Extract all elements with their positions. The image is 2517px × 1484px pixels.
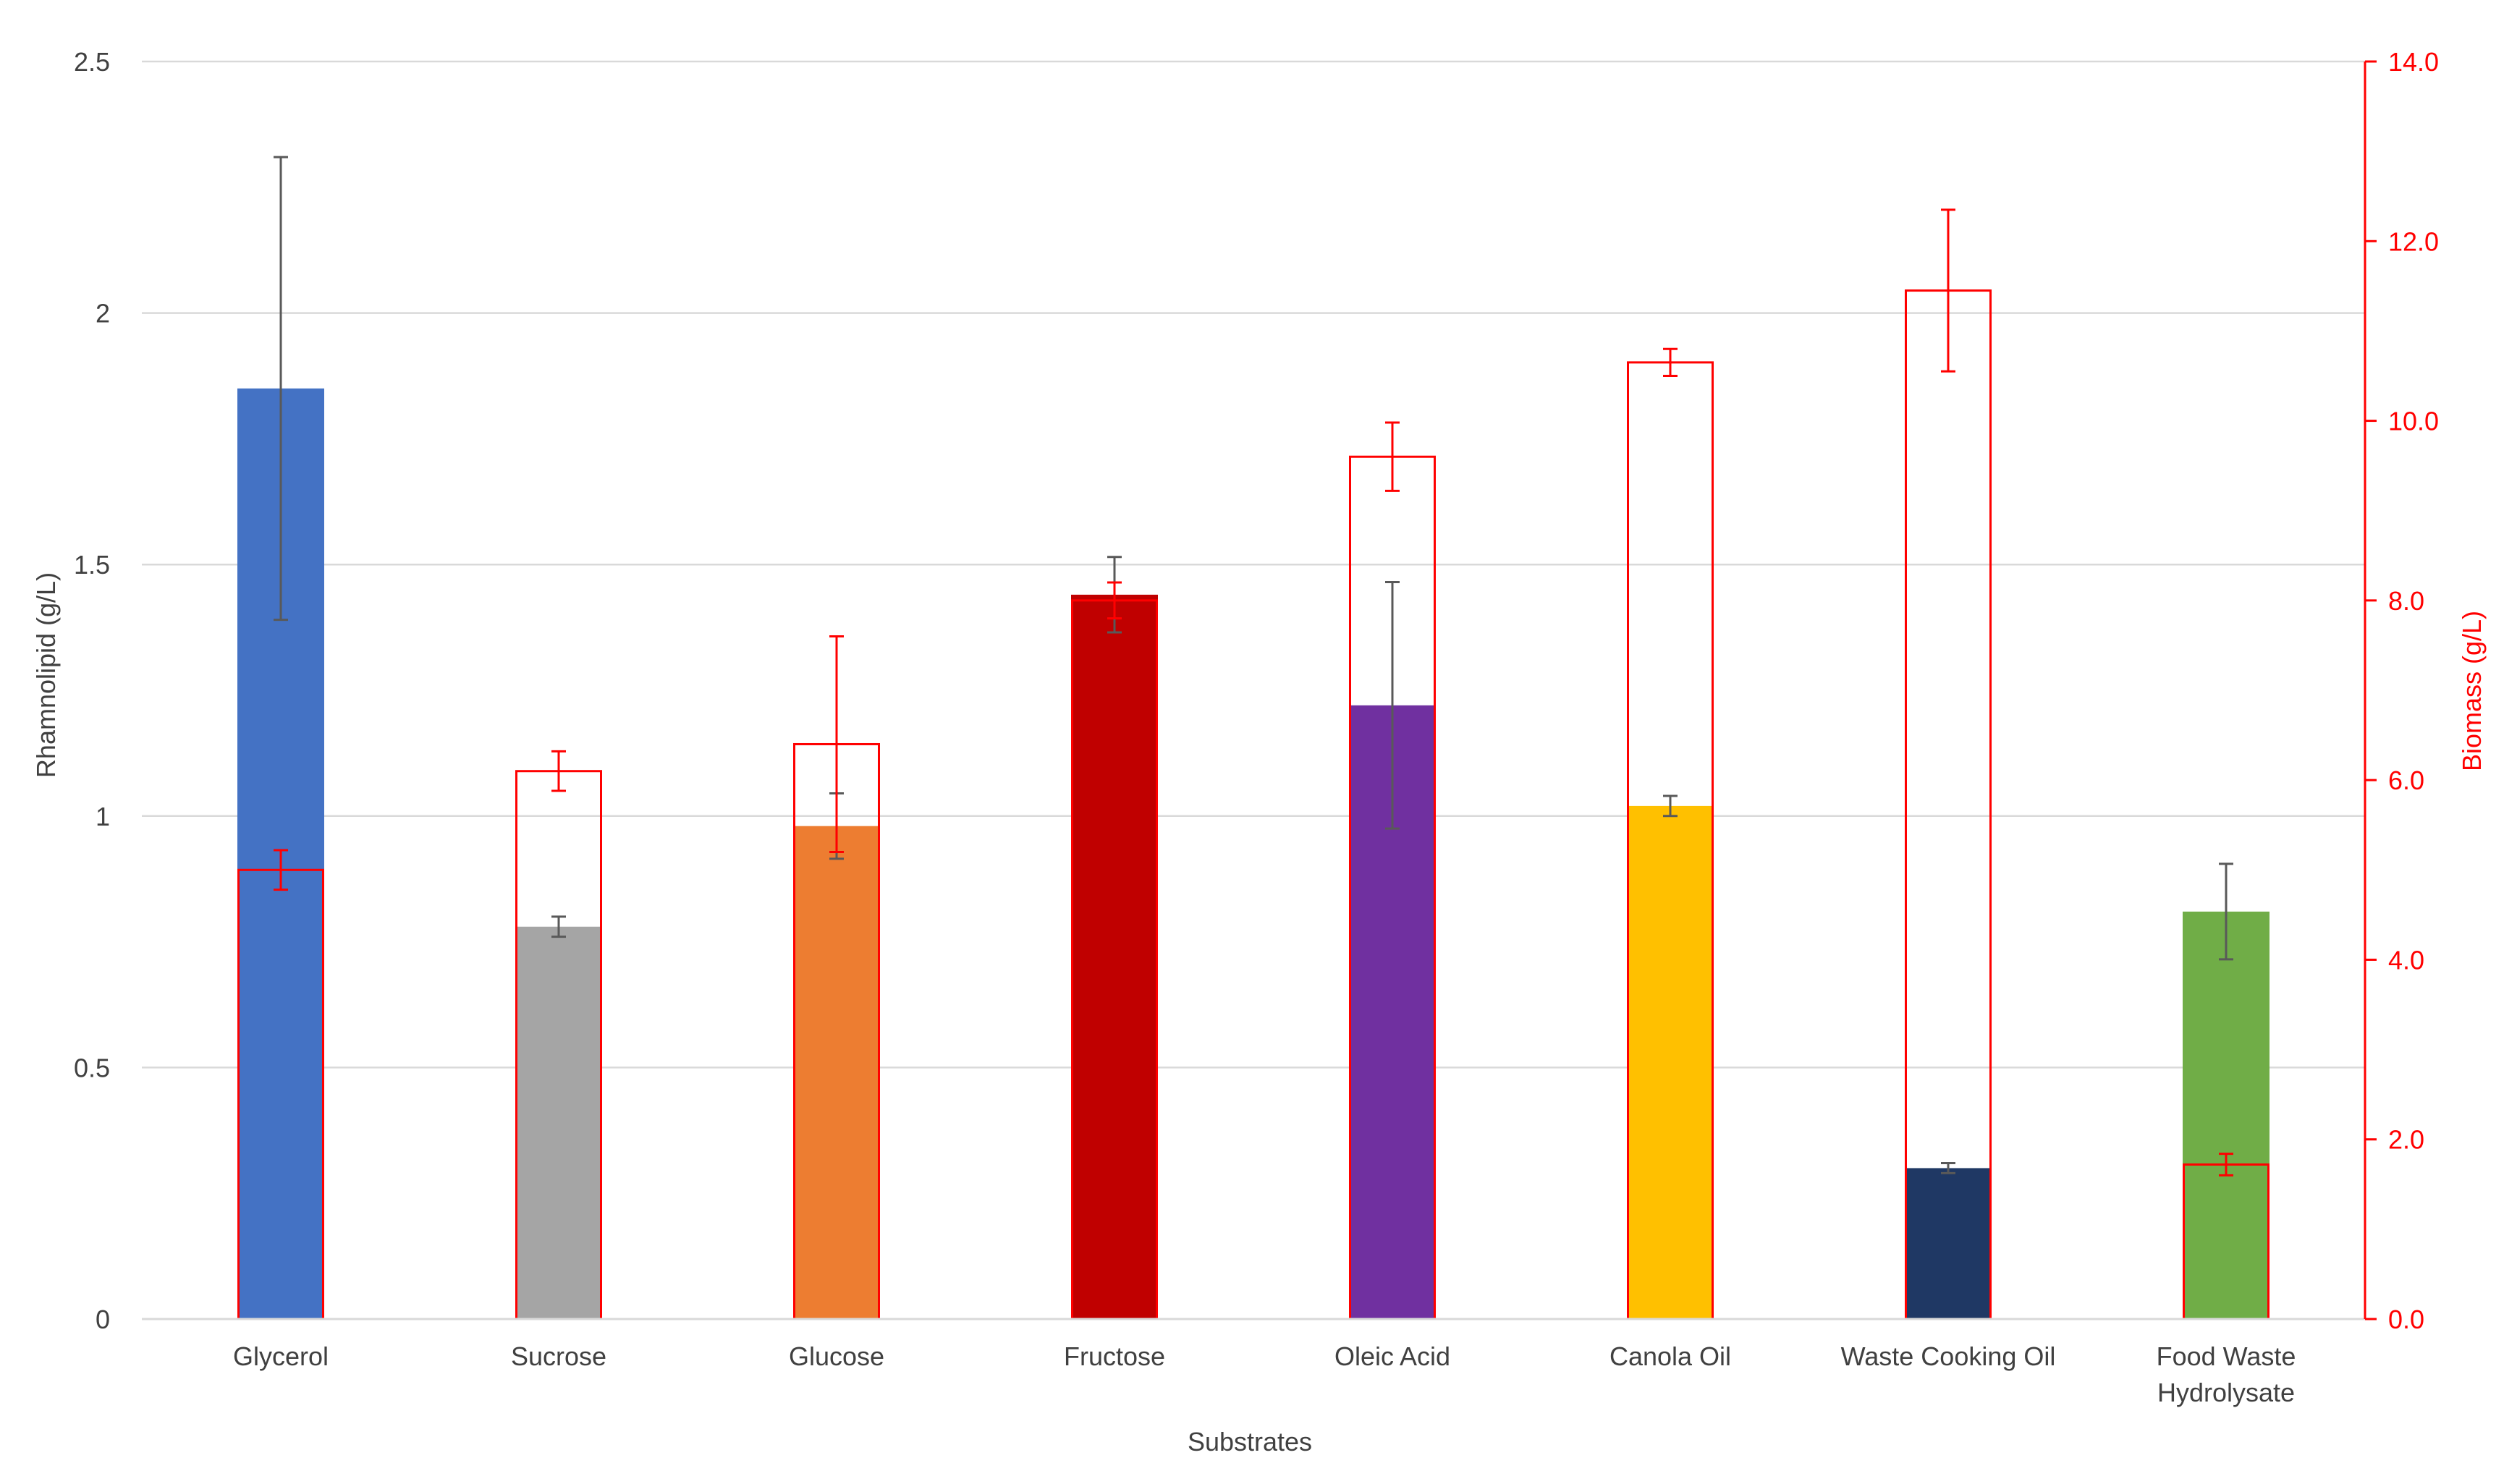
y2-tick-label: 2.0 bbox=[2388, 1125, 2424, 1155]
x-tick-label: Sucrose bbox=[511, 1341, 606, 1371]
y2-tick-label: 12.0 bbox=[2388, 226, 2439, 256]
y2-axis-title: Biomass (g/L) bbox=[2457, 611, 2487, 771]
y2-tick-label: 10.0 bbox=[2388, 407, 2439, 436]
rhamnolipid-error-bar bbox=[274, 156, 288, 622]
biomass-error-bar bbox=[551, 750, 566, 792]
rhamnolipid-bars bbox=[237, 388, 2269, 1319]
rhamnolipid-error-bar bbox=[2219, 862, 2233, 961]
rhamnolipid-bar bbox=[2183, 911, 2269, 1319]
y2-tick-label: 6.0 bbox=[2388, 766, 2424, 795]
rhamnolipid-error-bar bbox=[1941, 1161, 1955, 1174]
tick-labels: 0 0.5 1 1.5 2 2.5 0.0 2.0 4.0 6.0 8.0 10.0 12.0 14.0 G… bbox=[74, 47, 2439, 1407]
biomass-error-bar bbox=[1107, 581, 1122, 620]
y-tick-label: 0.5 bbox=[74, 1053, 110, 1082]
biomass-error-bar bbox=[2219, 1153, 2233, 1176]
y-axis-title: Rhamnolipid (g/L) bbox=[31, 572, 61, 778]
rhamnolipid-error-bar bbox=[551, 915, 566, 938]
rhamnolipid-bar bbox=[515, 926, 602, 1319]
y2-tick-label: 0.0 bbox=[2388, 1305, 2424, 1334]
x-tick-label: Canola Oil bbox=[1609, 1341, 1731, 1371]
rhamnolipid-bar bbox=[1071, 594, 1158, 1319]
biomass-error-bars bbox=[274, 208, 2233, 1176]
y-tick-label: 1.5 bbox=[74, 550, 110, 580]
biomass-error-bar bbox=[1941, 208, 1955, 373]
y-tick-label: 1 bbox=[96, 802, 110, 831]
rhamnolipid-bar bbox=[1627, 805, 1714, 1319]
rhamnolipid-bar bbox=[793, 826, 880, 1319]
axes bbox=[142, 60, 2377, 1320]
rhamnolipid-error-bar bbox=[1663, 794, 1678, 818]
biomass-error-bar bbox=[829, 635, 844, 853]
biomass-error-bar bbox=[1385, 421, 1400, 492]
x-tick-label: Glycerol bbox=[233, 1341, 329, 1371]
y2-tick-label: 4.0 bbox=[2388, 945, 2424, 975]
y2-tick-label: 8.0 bbox=[2388, 586, 2424, 616]
biomass-error-bar bbox=[274, 849, 288, 891]
biomass-error-bar bbox=[1663, 347, 1678, 377]
x-tick-label: Oleic Acid bbox=[1334, 1341, 1450, 1371]
x-tick-label: Glucose bbox=[789, 1341, 884, 1371]
rhamnolipid-error-bar bbox=[1385, 581, 1400, 830]
y-tick-label: 2.5 bbox=[74, 47, 110, 77]
x-tick-label: Food Waste Hydrolysate bbox=[2157, 1341, 2296, 1407]
rhamnolipid-bar bbox=[1905, 1168, 1992, 1319]
y-tick-label: 0 bbox=[96, 1305, 110, 1334]
x-tick-label: Fructose bbox=[1064, 1341, 1165, 1371]
x-tick-label: Waste Cooking Oil bbox=[1841, 1341, 2056, 1371]
y-tick-label: 2 bbox=[96, 299, 110, 328]
y2-tick-label: 14.0 bbox=[2388, 47, 2439, 77]
x-axis-title: Substrates bbox=[1188, 1427, 1312, 1457]
gridlines bbox=[142, 60, 2365, 1069]
